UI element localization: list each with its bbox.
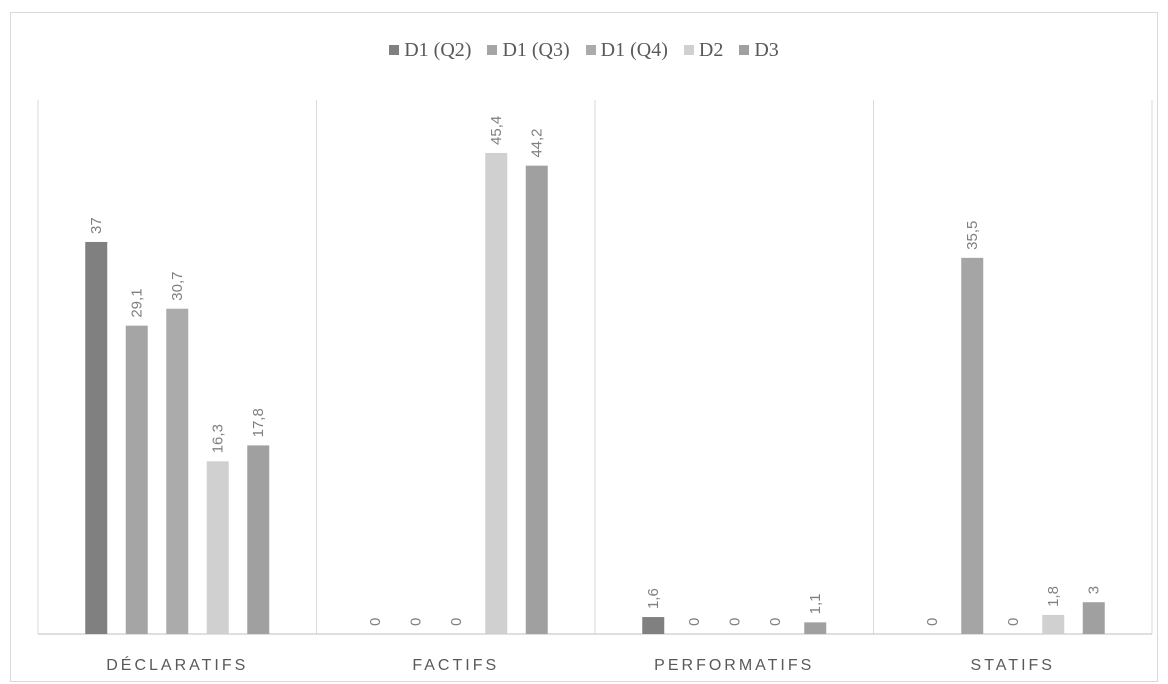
legend-label: D1 (Q2) (404, 38, 472, 61)
data-label: 16,3 (210, 424, 227, 453)
x-tick-label: PERFORMATIFS (654, 657, 814, 674)
x-tick-label: DÉCLARATIFS (106, 655, 248, 674)
legend-item: D1 (Q2) (389, 39, 471, 62)
legend-swatch (683, 45, 694, 55)
legend-swatch (585, 45, 596, 55)
legend-item: D1 (Q3) (487, 38, 570, 62)
data-label: 35,5 (964, 221, 981, 250)
data-label: 0 (1005, 618, 1022, 626)
legend-swatch (389, 45, 400, 55)
data-label: 17,8 (250, 408, 267, 437)
bar (247, 445, 270, 634)
legend-item: D3 (739, 38, 779, 62)
data-label: 44,2 (529, 128, 546, 157)
data-label: 37 (88, 217, 105, 234)
bar (85, 241, 108, 634)
data-label: 1,1 (807, 593, 824, 614)
legend-label: D3 (754, 38, 779, 61)
legend-label: D1 (Q4) (600, 38, 668, 61)
legend-label: D2 (698, 38, 724, 61)
x-tick-label: FACTIFS (412, 657, 499, 674)
legend-label: D1 (Q3) (502, 38, 570, 61)
data-label: 0 (686, 618, 703, 626)
data-label: 1,8 (1045, 586, 1062, 607)
x-tick-label: STATIFS (971, 657, 1055, 674)
data-label: 0 (924, 618, 941, 626)
data-label: 30,7 (169, 272, 186, 301)
legend-swatch (487, 45, 498, 55)
bar (525, 165, 548, 634)
data-label: 29,1 (129, 288, 146, 317)
data-label: 0 (767, 618, 784, 626)
data-label: 0 (726, 618, 743, 626)
data-label: 0 (407, 618, 424, 626)
data-label: 1,6 (645, 588, 662, 609)
bar (1042, 614, 1065, 634)
data-label: 3 (1086, 586, 1103, 594)
legend-item: D2 (683, 38, 724, 62)
bar (1082, 602, 1105, 634)
bar (804, 622, 827, 634)
data-label: 0 (367, 618, 384, 626)
data-label: 0 (448, 618, 465, 626)
bar (642, 617, 665, 634)
bar (206, 461, 229, 634)
bar (961, 257, 984, 634)
data-label: 45,4 (488, 116, 505, 145)
bar (485, 152, 508, 634)
bar (125, 325, 148, 634)
chart-legend: D1 (Q2) D1 (Q3) D1 (Q4) D2 D3 (0, 38, 1168, 62)
bar (166, 308, 189, 634)
legend-item: D1 (Q4) (585, 38, 668, 62)
legend-swatch (739, 45, 750, 55)
